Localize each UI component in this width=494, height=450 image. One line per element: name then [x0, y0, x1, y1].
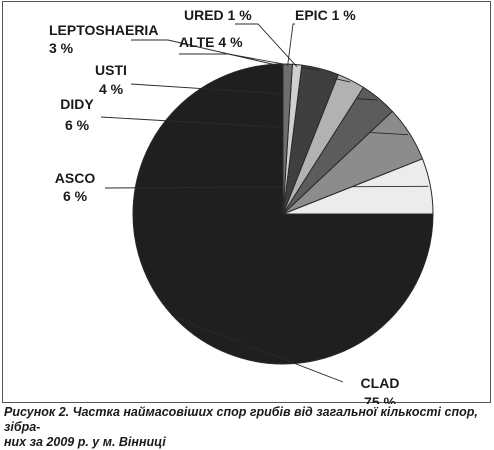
figure-frame: CLAD 75 % ASCO 6 % DIDY 6 % USTI 4 % LEPTOSHAERI… — [2, 1, 491, 404]
figure-caption: Рисунок 2. Частка наймасовіших спор гриб… — [4, 405, 490, 450]
leader-line-epic — [287, 23, 295, 67]
leader-line-ured — [235, 23, 298, 68]
label-category-clad: CLAD — [361, 375, 400, 391]
caption-line-2: них за 2009 р. у м. Вінниці — [4, 435, 166, 449]
label-category-leptoshaeria: LEPTOSHAERIA — [49, 22, 158, 38]
caption-line-1: Рисунок 2. Частка наймасовіших спор гриб… — [4, 405, 478, 434]
label-category-didy: DIDY — [60, 96, 94, 112]
label-ured: URED 1 % — [184, 7, 252, 23]
label-alte: ALTE 4 % — [179, 34, 243, 50]
label-epic: EPIC 1 % — [295, 7, 356, 23]
label-value-asco: 6 % — [63, 188, 88, 204]
label-value-clad: 75 % — [364, 394, 396, 404]
pie-chart: CLAD 75 % ASCO 6 % DIDY 6 % USTI 4 % LEPTOSHAERI… — [49, 7, 434, 404]
leader-line-asco — [104, 185, 429, 189]
label-category-usti: USTI — [95, 62, 127, 78]
leader-line-clad — [178, 318, 344, 383]
label-value-usti: 4 % — [99, 81, 124, 97]
label-value-leptoshaeria: 3 % — [49, 40, 74, 56]
label-value-didy: 6 % — [65, 117, 90, 133]
label-category-asco: ASCO — [55, 170, 96, 186]
pie-slice-clad — [132, 63, 434, 365]
